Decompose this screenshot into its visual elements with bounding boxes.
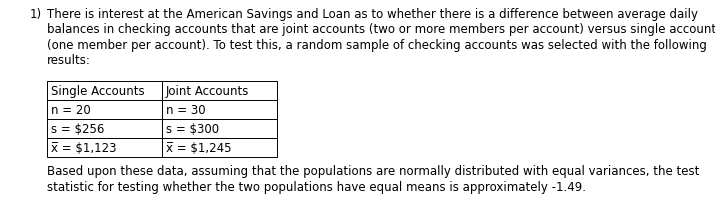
Bar <box>47 119 162 138</box>
Text: x̅ = $1,123: x̅ = $1,123 <box>51 141 117 154</box>
Text: s = $300: s = $300 <box>166 122 219 135</box>
Bar <box>162 138 277 157</box>
Bar <box>47 82 162 101</box>
Bar <box>162 119 277 138</box>
Bar <box>47 101 162 119</box>
Text: n = 30: n = 30 <box>166 103 206 116</box>
Bar <box>162 101 277 119</box>
Text: (one member per account). To test this, a random sample of checking accounts was: (one member per account). To test this, … <box>47 39 707 52</box>
Text: s = $256: s = $256 <box>51 122 104 135</box>
Bar <box>47 138 162 157</box>
Text: x̅ = $1,245: x̅ = $1,245 <box>166 141 232 154</box>
Text: results:: results: <box>47 54 91 67</box>
Text: Single Accounts: Single Accounts <box>51 85 144 97</box>
Text: Joint Accounts: Joint Accounts <box>166 85 250 97</box>
Text: Based upon these data, assuming that the populations are normally distributed wi: Based upon these data, assuming that the… <box>47 164 699 177</box>
Bar <box>162 82 277 101</box>
Text: There is interest at the American Savings and Loan as to whether there is a diff: There is interest at the American Saving… <box>47 8 698 21</box>
Text: balances in checking accounts that are joint accounts (two or more members per a: balances in checking accounts that are j… <box>47 23 715 36</box>
Text: 1): 1) <box>30 8 42 21</box>
Text: n = 20: n = 20 <box>51 103 91 116</box>
Text: statistic for testing whether the two populations have equal means is approximat: statistic for testing whether the two po… <box>47 180 586 193</box>
